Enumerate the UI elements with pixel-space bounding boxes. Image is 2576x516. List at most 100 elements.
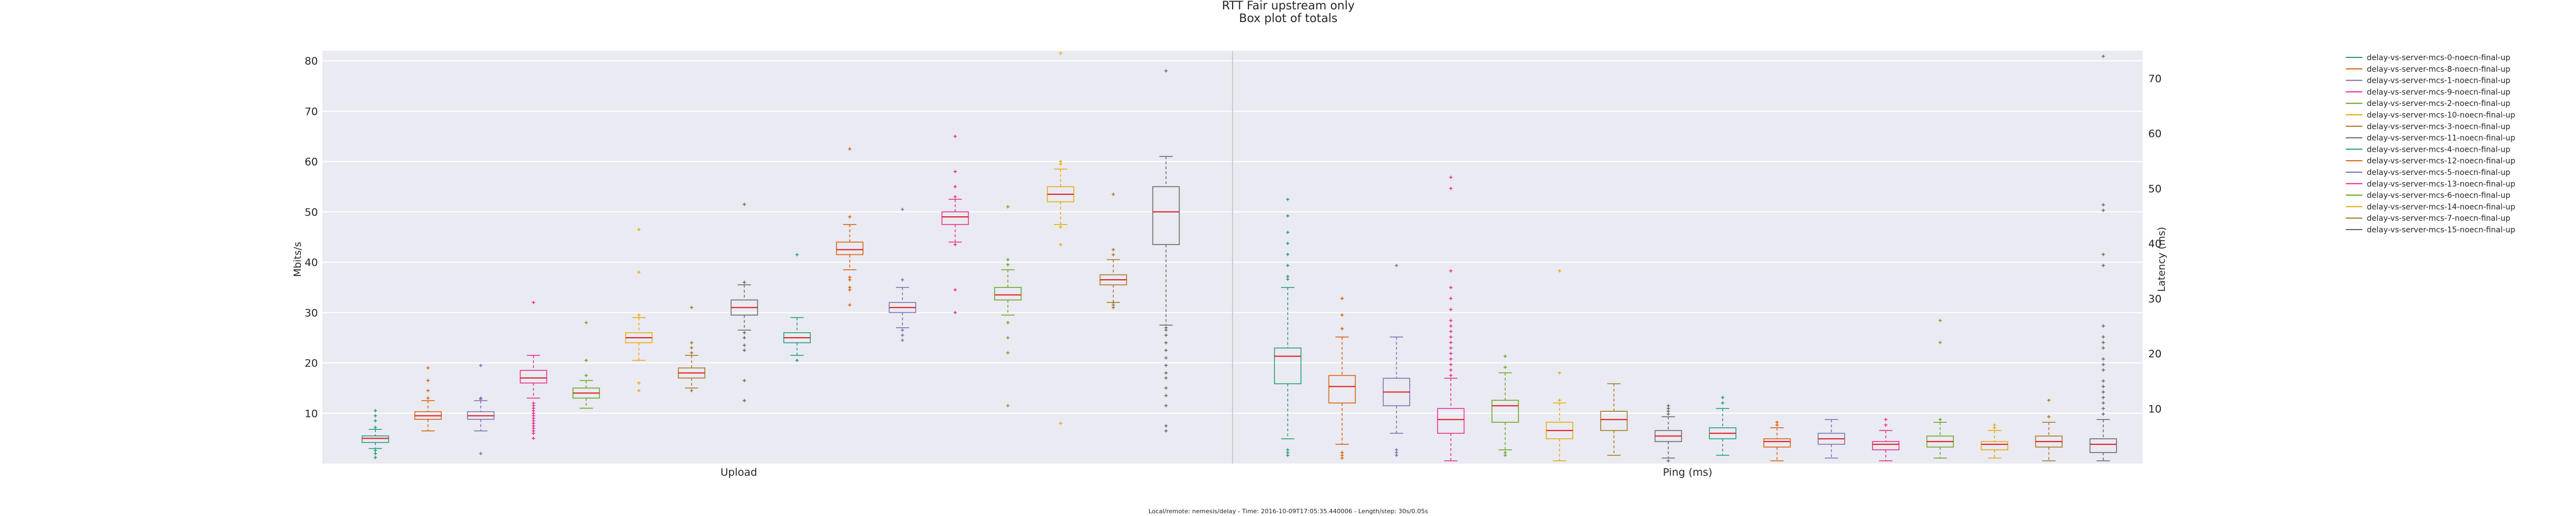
legend-label: delay-vs-server-mcs-4-noecn-final-up [2367,145,2510,154]
legend-label: delay-vs-server-mcs-6-noecn-final-up [2367,191,2510,200]
outlier-point [2101,368,2105,372]
legend-label: delay-vs-server-mcs-12-noecn-final-up [2367,157,2515,166]
legend-item: delay-vs-server-mcs-15-noecn-final-up [2346,226,2515,235]
outlier-point [1449,346,1453,350]
outlier-point [1164,341,1168,345]
upload-box [889,208,916,342]
upload-box [572,321,600,409]
outlier-point [1938,341,1942,344]
legend-label: delay-vs-server-mcs-9-noecn-final-up [2367,88,2510,97]
outlier-point [1449,285,1453,289]
outlier-point [585,359,588,362]
outlier-point [1059,422,1063,425]
left-tick-label: 50 [305,206,318,219]
outlier-point [2101,357,2105,361]
upload-box [941,135,969,315]
outlier-point [374,414,377,418]
outlier-point [1059,225,1063,229]
box-iqr [1872,441,1900,450]
outlier-point [2101,54,2105,58]
upload-box [467,364,495,455]
right-tick-label: 70 [2148,73,2161,85]
box-iqr [362,435,389,443]
chart-title: RTT Fair upstream only [1222,0,1355,12]
left-axis-label: Mbits/s [292,242,304,277]
left-tick-label: 80 [305,55,318,67]
group-label: Ping (ms) [1663,466,1713,478]
outlier-point [1395,448,1398,452]
outlier-point [1449,329,1453,333]
box-iqr [1437,408,1465,434]
outlier-point [1775,421,1779,424]
legend-label: delay-vs-server-mcs-0-noecn-final-up [2367,54,2510,62]
outlier-point [637,381,641,385]
right-tick-label: 10 [2148,403,2161,415]
legend-label: delay-vs-server-mcs-5-noecn-final-up [2367,168,2510,177]
outlier-point [374,456,377,460]
outlier-point [901,208,904,211]
outlier-point [1164,371,1168,375]
outlier-point [1884,423,1888,427]
outlier-point [479,364,482,368]
outlier-point [2101,401,2105,405]
outlier-point [1164,333,1168,337]
outlier-point [1449,335,1453,339]
upload-box [783,253,811,362]
outlier-point [953,169,957,173]
boxes-layer [362,51,2117,463]
ping-box [1274,198,1302,458]
outlier-point [1286,448,1289,452]
outlier-point [532,401,535,405]
outlier-point [1164,326,1168,329]
outlier-point [374,409,377,413]
outlier-point [1006,351,1010,355]
outlier-point [1721,396,1724,400]
outlier-point [1558,371,1561,375]
outlier-point [901,278,904,282]
legend-label: delay-vs-server-mcs-8-noecn-final-up [2367,65,2510,74]
outlier-point [1164,376,1168,380]
upload-box [519,301,548,440]
outlier-point [1938,318,1942,322]
box-iqr [2089,438,2117,453]
outlier-point [2101,324,2105,328]
outlier-point [901,328,904,332]
outlier-point [2101,407,2105,411]
outlier-point [2101,335,2105,339]
outlier-point [1059,51,1063,55]
outlier-point [2101,390,2105,394]
legend-item: delay-vs-server-mcs-8-noecn-final-up [2346,65,2510,74]
ping-box [1654,404,1682,463]
outlier-point [953,185,957,189]
outlier-point [1112,192,1115,196]
outlier-point [1164,393,1168,397]
outlier-point [1340,313,1344,317]
ping-box [1763,421,1791,461]
legend-label: delay-vs-server-mcs-14-noecn-final-up [2367,203,2515,211]
legend-item: delay-vs-server-mcs-12-noecn-final-up [2346,157,2515,166]
outlier-point [953,135,957,139]
outlier-point [953,288,957,292]
ping-box [1980,423,2009,459]
outlier-point [1449,296,1453,300]
outlier-point [1286,231,1289,235]
outlier-point [2101,363,2105,366]
outlier-point [2047,398,2051,402]
outlier-point [901,338,904,342]
legend-item: delay-vs-server-mcs-14-noecn-final-up [2346,203,2515,211]
outlier-point [532,301,535,305]
outlier-point [742,348,746,352]
group-labels: Upload Ping (ms) [720,466,1712,478]
ping-box [1818,419,1845,459]
ping-box [1545,269,1574,461]
outlier-point [848,275,852,279]
upload-box [1047,51,1075,425]
outlier-point [1006,404,1010,408]
outlier-point [2101,263,2105,267]
outlier-point [690,341,693,345]
upload-box [625,227,653,392]
outlier-point [1449,324,1453,328]
right-tick-label: 50 [2148,183,2161,195]
ping-box [1872,418,1900,461]
